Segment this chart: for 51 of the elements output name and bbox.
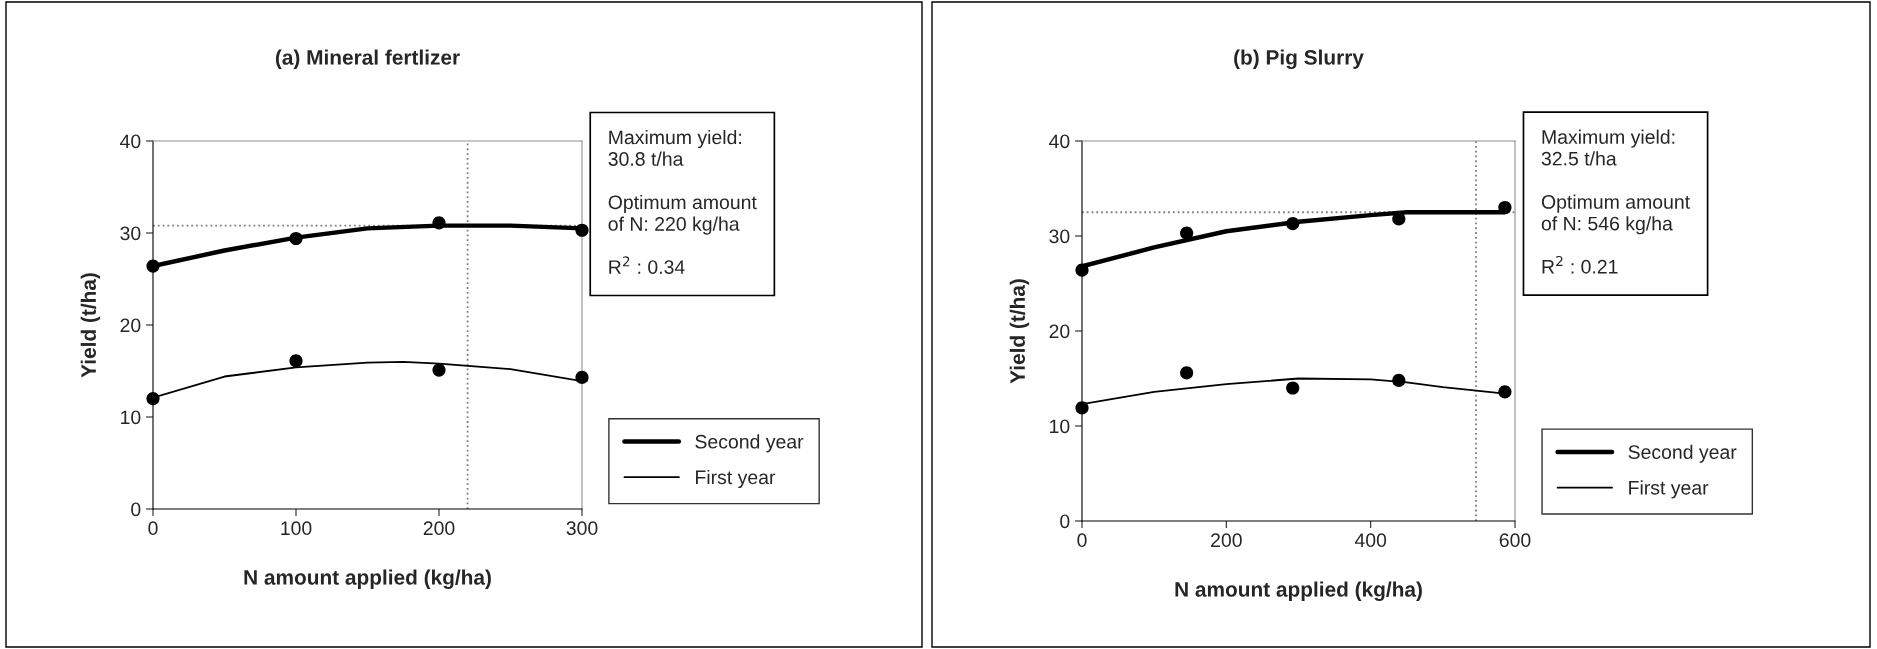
x-tick-label: 600 bbox=[1499, 533, 1531, 548]
point bbox=[146, 259, 160, 273]
legend-label: First year bbox=[1629, 480, 1709, 499]
point bbox=[1392, 212, 1406, 226]
x-tick-label: 100 bbox=[281, 521, 312, 536]
y-axis-title: Yield (t/ha) bbox=[1009, 279, 1030, 384]
point bbox=[1498, 385, 1512, 399]
chart-title: (a) Mineral fertlizer bbox=[275, 49, 460, 69]
text: Maximum yield: 30.8 t/ha bbox=[608, 129, 742, 166]
point bbox=[289, 231, 303, 246]
text: Maximum yield: 32.5 t/ha bbox=[1541, 129, 1675, 166]
point bbox=[146, 392, 160, 406]
y-tick-label: 10 bbox=[121, 410, 141, 425]
point bbox=[432, 216, 446, 230]
point bbox=[432, 363, 446, 377]
text: Optimum amount of N: 546 kg/ha bbox=[1541, 194, 1690, 235]
y-axis-title: Yield (t/ha) bbox=[80, 273, 101, 378]
point bbox=[1392, 373, 1406, 387]
point bbox=[1075, 401, 1089, 415]
point bbox=[1180, 226, 1194, 240]
text: R$^{2}$ : 0.21 bbox=[1542, 255, 1618, 274]
legend-label: Second year bbox=[1628, 444, 1737, 463]
x-tick-label: 0 bbox=[1077, 533, 1087, 548]
y-tick-label: 40 bbox=[120, 134, 141, 149]
y-tick-label: 20 bbox=[1049, 324, 1070, 339]
legend-label: First year bbox=[696, 469, 776, 489]
point bbox=[289, 354, 303, 368]
point bbox=[1286, 381, 1300, 395]
x-tick-label: 300 bbox=[566, 521, 598, 536]
x-tick-label: 0 bbox=[148, 521, 158, 536]
text: Optimum amount of N: 220 kg/ha bbox=[608, 194, 757, 235]
y-tick-label: 30 bbox=[120, 226, 141, 241]
point bbox=[1180, 366, 1194, 380]
y-tick-label: 0 bbox=[131, 502, 141, 517]
x-tick-label: 400 bbox=[1354, 533, 1387, 548]
y-tick-label: 20 bbox=[120, 318, 141, 333]
y-tick-label: 30 bbox=[1049, 229, 1070, 244]
chart-title: (b) Pig Slurry bbox=[1234, 49, 1364, 70]
y-tick-label: 10 bbox=[1050, 419, 1070, 434]
x-tick-label: 200 bbox=[423, 521, 455, 536]
point bbox=[1286, 217, 1300, 231]
x-tick-label: 200 bbox=[1211, 533, 1242, 548]
x-axis-title: N amount applied (kg/ha) bbox=[244, 569, 491, 589]
point bbox=[575, 370, 589, 385]
point bbox=[1075, 263, 1089, 277]
point bbox=[1498, 200, 1512, 215]
legend-label: Second year bbox=[695, 434, 804, 453]
x-axis-title: N amount applied (kg/ha) bbox=[1175, 581, 1422, 601]
point bbox=[575, 223, 589, 237]
y-tick-label: 40 bbox=[1049, 134, 1070, 149]
text: R$^{2}$ : 0.34 bbox=[609, 256, 685, 274]
